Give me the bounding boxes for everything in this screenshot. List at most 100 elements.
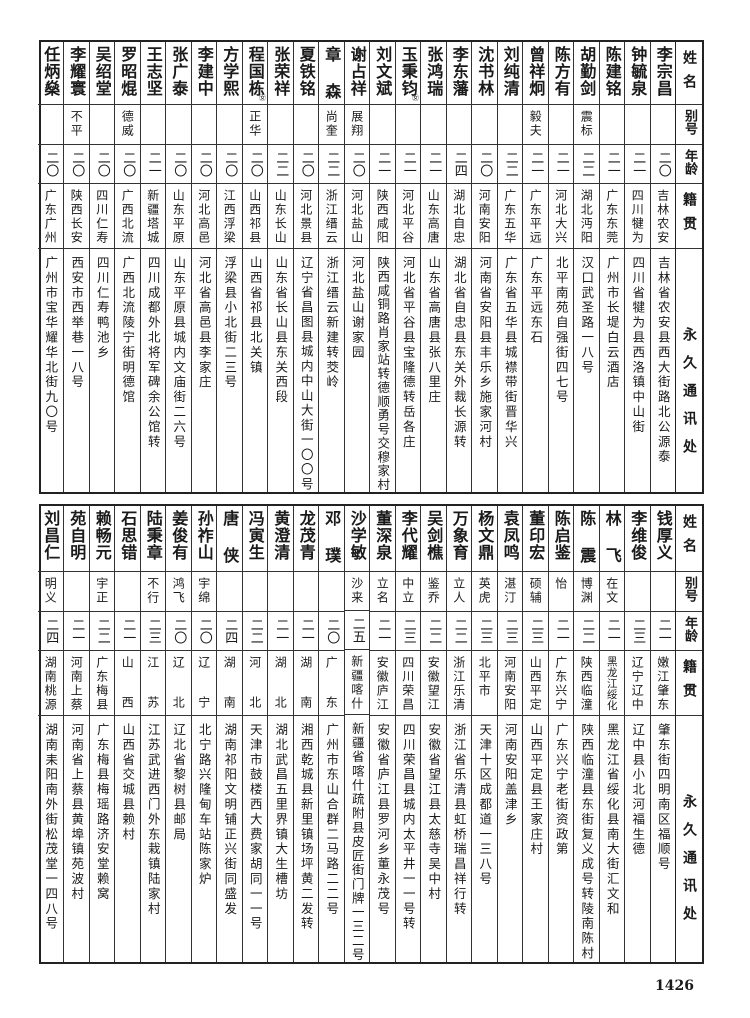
- person-column: 胡勤剑 震标 二二 湖北沔阳 汉口武圣路一八号: [573, 42, 599, 492]
- person-name: 董印宏: [526, 510, 546, 561]
- header-cell-alias: 别号: [676, 105, 702, 145]
- name-cell: 罗昭焜: [115, 42, 140, 105]
- age-cell: 二三: [497, 612, 522, 651]
- alias-cell: 立人: [446, 572, 471, 612]
- person-column: 林飞在文二一黑龙江绥化黑龙江省绥化县南大街汇文和: [598, 506, 625, 962]
- age-cell: 二五: [344, 611, 369, 651]
- address-cell: 山西平定县王家庄村: [523, 716, 548, 962]
- person-name: 冯寅生: [245, 510, 265, 561]
- person-alias: 震标: [579, 110, 594, 138]
- name-cell: 方学熙: [217, 42, 242, 105]
- person-column: 李维俊 二三 辽宁辽中 辽中县小北河福生德: [624, 506, 650, 962]
- header-label-address: 永久通讯处: [681, 327, 697, 467]
- address-cell: 黑龙江省绥化县南大街汇文和: [600, 716, 625, 962]
- address-cell: 四川成都外北将军碑余公馆转: [141, 249, 166, 492]
- alias-cell: [421, 105, 446, 145]
- age-cell: 二一: [548, 612, 573, 651]
- person-age: 二一: [604, 618, 620, 644]
- name-cell: 姜俊有: [166, 506, 191, 572]
- person-column: 任炳燊 二〇 广东广州 广州市宝华耀华北街九〇号: [37, 42, 63, 492]
- person-name: 吴绍堂: [92, 46, 112, 97]
- header-label-alias: 别号: [682, 109, 697, 135]
- alias-cell: [217, 572, 242, 612]
- native-cell: 陕西咸阳: [370, 184, 395, 249]
- address-cell: 安徽省望江县太慈寺吴中村: [421, 716, 446, 962]
- native-cell: 黑龙江绥化: [599, 651, 624, 716]
- name-cell: 石思错: [115, 506, 140, 572]
- native-cell: 山东高唐: [421, 184, 446, 249]
- native-cell: 广东平远: [523, 184, 548, 249]
- name-cell: 孙祚山: [191, 506, 216, 572]
- person-name: 章森: [322, 46, 342, 100]
- person-column: 钟毓泉 二一 四川犍为 四川省犍为县西洛镇中山街: [624, 42, 650, 492]
- person-column: 曾祥炯 毅夫 二一 广东平远 广东平远东石: [522, 42, 548, 492]
- person-native-place: 陕西临潼: [579, 656, 594, 712]
- person-alias: 沙来: [349, 576, 364, 605]
- person-age: 二三: [502, 618, 518, 644]
- name-cell: 任炳燊: [37, 42, 63, 105]
- native-cell: 河北盐山: [344, 184, 369, 249]
- person-age: 二〇: [655, 151, 671, 177]
- person-column: 张鸿瑞 二一 山东高唐 山东省高唐县张八里庄: [420, 42, 446, 492]
- age-cell: 二二: [446, 612, 471, 651]
- native-cell: 广东兴宁: [548, 651, 573, 716]
- alias-cell: 在文: [599, 572, 624, 612]
- native-cell: 山东长山: [268, 184, 293, 249]
- person-alias: 正华: [247, 110, 262, 138]
- person-address: 河北省平谷县宝隆德转岳各庄: [400, 256, 416, 450]
- person-address: 西安市西举巷一八号: [69, 256, 85, 391]
- person-native-place: 河南安阳: [477, 189, 492, 245]
- person-address: 广东省五华县城襟带街晋华兴: [502, 256, 518, 450]
- person-native-place: 河北盐山: [349, 189, 364, 245]
- person-address: 湖南耒阳南外街松茂堂一四八号: [43, 723, 59, 932]
- person-age: 二三: [145, 618, 161, 644]
- native-cell: 山西: [115, 651, 140, 716]
- person-native-place: 浙江乐清: [451, 656, 466, 712]
- person-age: 二〇: [94, 151, 110, 177]
- person-address: 广州市东山合群二马路二二号: [324, 723, 340, 917]
- person-age: 二一: [553, 618, 569, 644]
- person-native-place: 黑龙江绥化: [605, 656, 618, 711]
- native-cell: 嫩江肇东: [650, 651, 675, 716]
- person-native-place: 河南安阳: [502, 656, 517, 712]
- native-cell: 湖南: [293, 651, 318, 716]
- native-cell: 山西平定: [523, 651, 548, 716]
- header-cell-address: 永久通讯处: [676, 249, 702, 492]
- name-cell: 黄澄清: [268, 506, 293, 572]
- age-cell: 二〇: [293, 145, 318, 184]
- person-address: 河南省上蔡县黄埠镇苑波村: [69, 723, 85, 902]
- person-name: 林飞: [602, 510, 622, 564]
- age-cell: 二〇: [650, 145, 675, 184]
- address-cell: 江苏武进西门外东栽镇陆家村: [141, 716, 166, 962]
- native-cell: 辽北: [166, 651, 191, 716]
- person-native-place: 江苏: [145, 656, 160, 708]
- person-address: 山西省交城县赖村: [120, 723, 136, 843]
- person-native-place: 山东长山: [273, 189, 288, 245]
- age-cell: 二一: [115, 612, 140, 651]
- alias-cell: 宇绵: [191, 572, 216, 612]
- person-alias: 明义: [43, 577, 58, 605]
- name-cell: 苑自明: [64, 506, 89, 572]
- name-cell: 吴绍堂: [89, 42, 114, 105]
- alias-cell: [217, 105, 242, 145]
- person-column: 陈方有 二一 河北大兴 北平南苑自强街四七号: [547, 42, 573, 492]
- header-cell-native: 籍贯: [676, 184, 702, 249]
- person-age: 二三: [477, 618, 493, 644]
- age-cell: 二一: [395, 145, 420, 184]
- age-cell: 二二: [319, 145, 344, 184]
- name-cell: 龙茂青: [293, 506, 318, 572]
- person-column: 钱厚义 二一 嫩江肇东 肇东街四明南区福顺号: [649, 506, 675, 962]
- name-cell: 李代耀: [395, 506, 420, 572]
- header-label-native: 籍贯: [681, 192, 697, 240]
- name-cell: 冯寅生: [242, 506, 267, 572]
- age-cell: 二四: [37, 612, 63, 651]
- person-column: 沈书林 二〇 河南安阳 河南省安阳县丰乐乡施家河村: [471, 42, 497, 492]
- age-cell: 二二: [89, 612, 114, 651]
- person-name: 李维俊: [628, 510, 648, 561]
- header-column: 姓名 别号 年龄 籍贯 永久通讯处: [675, 506, 702, 962]
- header-cell-name: 姓名: [676, 42, 702, 105]
- name-cell: 张鸿瑞: [421, 42, 446, 105]
- alias-cell: 英虎: [472, 572, 497, 612]
- native-cell: 河北高邑: [191, 184, 216, 249]
- age-cell: 二〇: [191, 145, 216, 184]
